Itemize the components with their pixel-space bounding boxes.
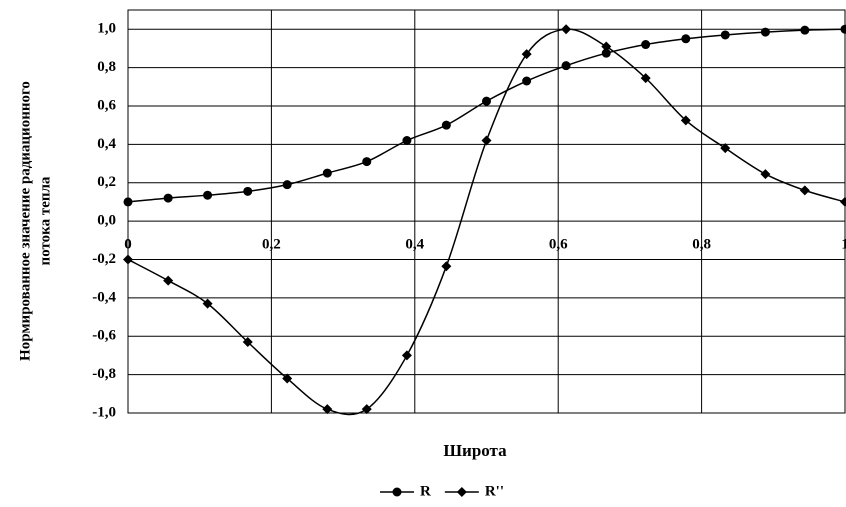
y-tick-label: 1,0 [97,21,116,37]
marker-circle [243,186,253,196]
marker-circle [601,48,611,58]
marker-circle [760,27,770,37]
marker-diamond [481,135,492,146]
marker-circle [681,34,691,44]
marker-circle [402,135,412,145]
marker-diamond [640,73,651,84]
marker-diamond [680,115,691,126]
marker-diamond [242,336,253,347]
y-axis-label-line: Нормированное значение радиационного [17,81,33,361]
y-tick-label: 0,8 [97,59,116,75]
x-axis-label: Широта [443,441,507,460]
marker-diamond [799,185,810,196]
marker-circle [441,120,451,130]
y-tick-label: -0,8 [92,366,116,382]
marker-circle [203,190,213,200]
marker-diamond [840,196,846,207]
y-tick-label: 0,4 [97,136,116,152]
marker-circle [282,180,292,190]
marker-circle [522,76,532,86]
marker-circle [123,197,133,207]
marker-diamond [282,373,293,384]
y-tick-label: -1,0 [92,404,116,420]
y-tick-label: -0,2 [92,251,116,267]
marker-diamond [441,261,452,272]
y-tick-label: -0,6 [92,328,116,344]
y-tick-label: -0,4 [92,289,116,305]
marker-circle [641,40,651,50]
marker-circle [362,157,372,167]
marker-diamond [123,254,133,265]
series-line [127,28,846,203]
marker-circle [322,168,332,178]
y-tick-label: 0,0 [97,213,116,229]
marker-circle [840,24,846,34]
x-tick-label: 1 [841,237,846,253]
marker-diamond [521,49,532,60]
marker-circle [163,193,173,203]
marker-diamond [202,298,213,309]
series-line [127,28,846,416]
marker-diamond [322,404,333,415]
legend-label: R'' [485,483,504,499]
y-axis-label: Нормированное значение радиационного пот… [17,81,53,361]
marker-diamond [401,350,412,361]
legend-marker [392,487,402,497]
marker-diamond [601,41,612,52]
marker-circle [720,30,730,40]
marker-circle [561,61,571,71]
marker-circle [800,25,810,35]
marker-diamond [760,169,771,180]
marker-diamond [561,24,572,35]
y-tick-label: 0,2 [97,174,116,190]
marker-circle [482,96,491,106]
marker-diamond [720,143,731,154]
legend-marker [456,487,467,497]
legend-label: R [420,483,431,499]
marker-diamond [361,404,372,415]
plot-frame [127,9,846,414]
marker-diamond [163,275,174,286]
y-axis-label-line: потока тепла [37,176,53,265]
y-tick-label: 0,6 [97,97,116,113]
